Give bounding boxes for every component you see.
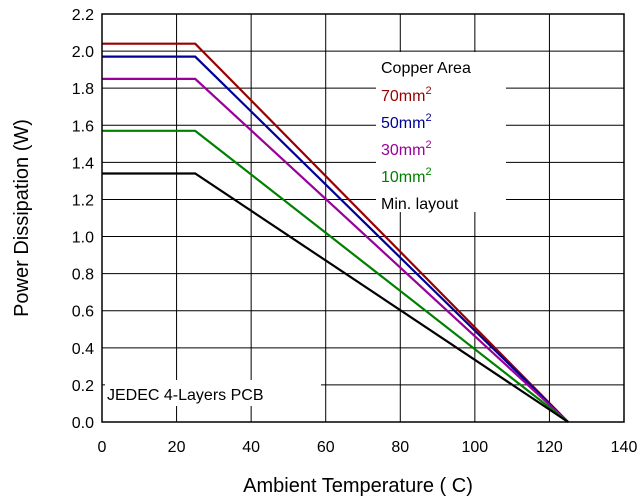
y-tick-label: 0.4 — [72, 341, 94, 358]
legend-title: Copper Area — [381, 60, 471, 77]
legend-entry: 10mm2 — [381, 166, 432, 186]
x-tick-label: 120 — [536, 439, 563, 456]
plot-frame — [101, 13, 625, 423]
series-line — [102, 172, 569, 423]
x-tick-label: 80 — [391, 439, 409, 456]
x-tick-label: 40 — [242, 439, 260, 456]
series-line — [102, 55, 569, 423]
y-tick-label: 2.2 — [72, 7, 94, 24]
y-tick-label: 0.8 — [72, 267, 94, 284]
y-tick-label: 1.0 — [72, 230, 94, 247]
y-tick-label: 0.0 — [72, 415, 94, 432]
x-axis-title: Ambient Temperature ( C) — [243, 475, 473, 497]
x-tick-labels: 0 20 40 60 80 100 120 140 — [98, 439, 638, 456]
y-tick-label: 2.0 — [72, 44, 94, 61]
legend-background — [376, 52, 506, 212]
x-tick-label: 140 — [611, 439, 638, 456]
x-tick-label: 60 — [317, 439, 335, 456]
y-tick-label: 1.6 — [72, 118, 94, 135]
y-tick-label: 1.8 — [72, 81, 94, 98]
legend-entry: 30mm2 — [381, 139, 432, 159]
series-lines — [102, 42, 569, 423]
x-tick-label: 100 — [462, 439, 489, 456]
y-axis-title: Power Dissipation (W) — [11, 119, 33, 317]
x-tick-label: 0 — [98, 439, 107, 456]
legend-entry: 50mm2 — [381, 112, 432, 132]
grid-lines — [102, 14, 624, 422]
annotation-background — [105, 380, 321, 406]
x-tick-label: 20 — [168, 439, 186, 456]
y-tick-label: 0.2 — [72, 378, 94, 395]
legend-entry: 70mm2 — [381, 85, 432, 105]
y-tick-label: 1.2 — [72, 192, 94, 209]
series-line — [102, 77, 569, 423]
series-line — [102, 129, 569, 423]
y-tick-label: 1.4 — [72, 155, 94, 172]
series-line — [102, 42, 569, 423]
y-tick-labels: 0.0 0.2 0.4 0.6 0.8 1.0 1.2 1.4 1.6 1.8 2.0 2.2 — [72, 7, 94, 432]
y-tick-label: 0.6 — [72, 304, 94, 321]
annotation-label: JEDEC 4-Layers PCB — [107, 387, 264, 404]
legend-entry: Min. layout — [381, 196, 459, 213]
annotation: JEDEC 4-Layers PCB — [105, 380, 321, 406]
legend: Copper Area 70mm2 50mm2 30mm2 10mm2 Min. lay… — [376, 52, 506, 213]
